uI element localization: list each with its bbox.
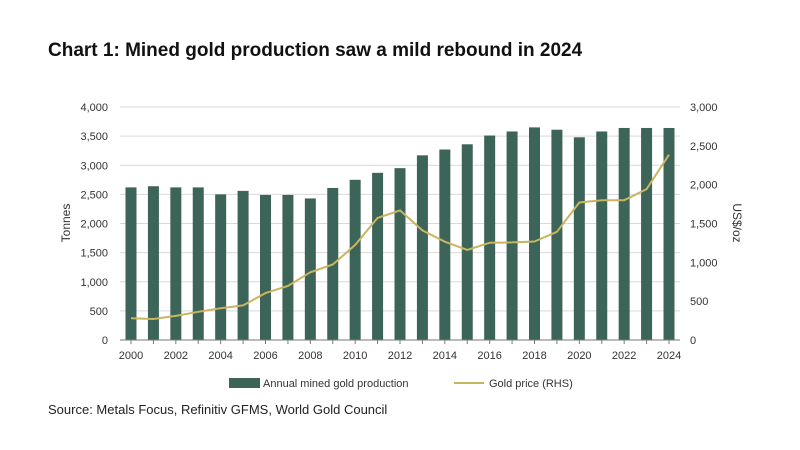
bar-2006 [260,194,271,340]
y-axis-left-label: Tonnes [59,204,73,243]
legend-label-production: Annual mined gold production [263,378,409,390]
legend: Annual mined gold production Gold price … [229,378,573,390]
bar-2005 [237,190,249,340]
x-tick-label: 2016 [477,350,501,362]
y-left-tick-label: 3,000 [80,160,108,172]
production-bars [125,127,675,340]
x-tick-label: 2004 [208,350,232,362]
bar-2007 [282,194,294,340]
x-tick-label: 2014 [433,350,457,362]
bar-2015 [461,144,473,340]
source-note: Source: Metals Focus, Refinitiv GFMS, Wo… [48,402,388,417]
bar-2021 [596,131,608,340]
bar-2008 [304,198,316,340]
y-axis-left-ticks: 0 500 1,000 1,500 2,000 2,500 3,000 3,500 4,000 [80,102,108,347]
bar-2003 [192,187,204,340]
bar-2018 [529,127,540,340]
bar-2004 [215,194,227,340]
bar-2000 [125,187,137,340]
bar-2023 [641,127,653,340]
x-tick-label: 2000 [119,350,143,362]
y-left-tick-label: 0 [102,335,108,347]
y-right-tick-label: 2,000 [690,180,718,192]
bar-2016 [484,135,496,340]
legend-label-gold-price: Gold price (RHS) [489,378,573,390]
y-left-tick-label: 500 [90,306,108,318]
x-tick-label: 2012 [388,350,412,362]
y-left-tick-label: 3,500 [80,131,108,143]
y-right-tick-label: 1,500 [690,219,718,231]
bar-2017 [506,131,518,340]
bar-2024 [663,127,675,340]
x-tick-label: 2020 [567,350,591,362]
y-axis-right-label: US$/oz [730,203,744,242]
bar-2001 [147,186,159,340]
x-tick-label: 2010 [343,350,367,362]
bar-2020 [573,137,585,340]
bar-2013 [416,155,428,340]
x-tick-label: 2024 [657,350,681,362]
y-right-tick-label: 2,500 [690,141,718,153]
x-tick-label: 2022 [612,350,636,362]
y-left-tick-label: 2,500 [80,189,108,201]
bar-2011 [372,172,384,340]
y-left-tick-label: 1,000 [80,277,108,289]
x-tick-label: 2018 [522,350,546,362]
bar-2019 [551,129,563,340]
y-right-tick-label: 500 [690,296,708,308]
y-left-tick-label: 1,500 [80,248,108,260]
bar-2010 [349,179,361,340]
y-left-tick-label: 2,000 [80,219,108,231]
bar-2022 [618,127,630,340]
x-tick-label: 2002 [164,350,188,362]
chart-svg: 2000 2002 2004 2006 2008 2010 2012 2014 2016 2018… [59,102,744,390]
y-axis-right-ticks: 0 500 1,000 1,500 2,000 2,500 3,000 [690,102,718,347]
y-right-tick-label: 0 [690,335,696,347]
legend-swatch-production [229,378,260,388]
x-tick-label: 2008 [298,350,322,362]
x-axis-ticks: 2000 2002 2004 2006 2008 2010 2012 2014 2016 2018… [119,340,681,362]
y-right-tick-label: 1,000 [690,257,718,269]
y-right-tick-label: 3,000 [690,102,718,114]
bar-2012 [394,168,406,340]
gold-price-line [130,154,670,321]
chart-title: Chart 1: Mined gold production saw a mil… [48,40,583,61]
bar-2014 [439,149,451,340]
bar-2002 [170,187,182,340]
y-left-tick-label: 4,000 [80,102,108,114]
x-tick-label: 2006 [253,350,277,362]
